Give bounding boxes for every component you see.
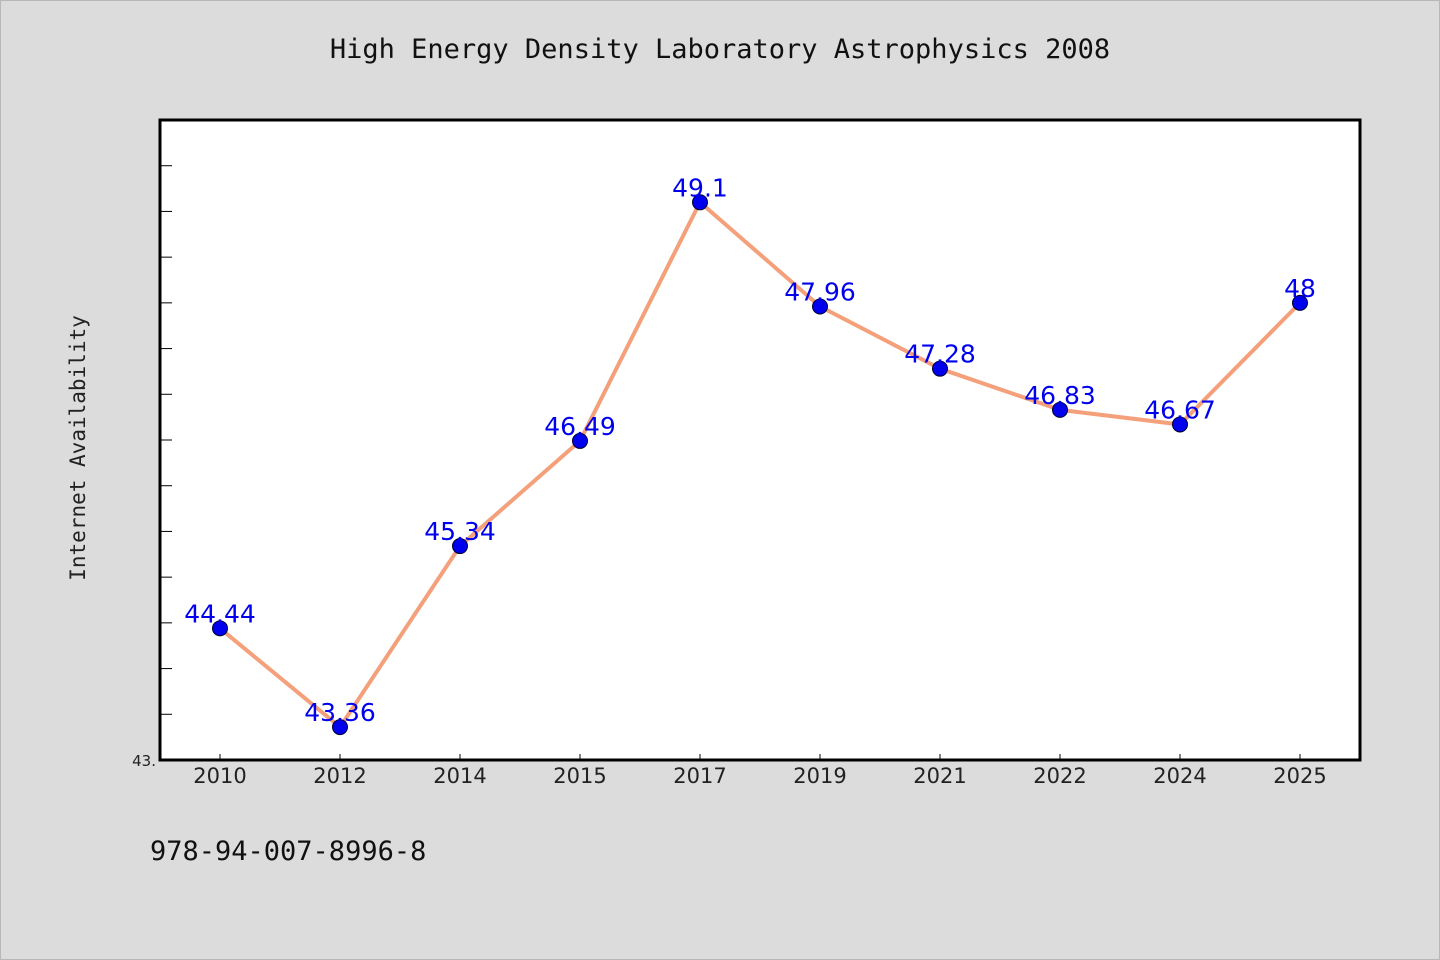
- data-label: 45.34: [424, 517, 496, 546]
- data-point: [212, 620, 228, 637]
- x-tick-label: 2012: [313, 764, 366, 788]
- x-tick-label: 2024: [1153, 764, 1206, 788]
- x-tick-label: 2021: [913, 764, 966, 788]
- plot-border: [158, 118, 1362, 762]
- data-label: 44.44: [184, 599, 256, 628]
- x-tick-label: 2014: [433, 764, 486, 788]
- data-label: 47.96: [784, 278, 856, 307]
- data-label: 48: [1284, 274, 1316, 303]
- data-point: [1172, 416, 1188, 433]
- data-label: 46.67: [1144, 395, 1216, 424]
- data-label: 46.83: [1024, 381, 1096, 410]
- plot-area: [160, 120, 1360, 760]
- data-point: [452, 538, 468, 555]
- y-tick-label: 43.: [132, 752, 156, 770]
- data-point: [332, 719, 348, 736]
- series-line: [218, 200, 1302, 730]
- data-point: [692, 194, 708, 211]
- footer-identifier: 978-94-007-8996-8: [150, 836, 427, 867]
- x-tick-label: 2010: [193, 764, 246, 788]
- x-tick-label: 2017: [673, 764, 726, 788]
- data-point: [1292, 294, 1308, 311]
- chart-title: High Energy Density Laboratory Astrophys…: [329, 34, 1111, 65]
- x-tick-label: 2019: [793, 764, 846, 788]
- data-label: 46.49: [544, 412, 616, 441]
- data-label: 47.28: [904, 340, 976, 369]
- data-point: [572, 432, 588, 449]
- data-point: [932, 360, 948, 377]
- data-label: 49.1: [672, 173, 728, 202]
- data-point: [1052, 401, 1068, 418]
- x-tick-label: 2025: [1273, 764, 1326, 788]
- x-tick-label: 2022: [1033, 764, 1086, 788]
- data-label: 43.36: [304, 698, 376, 727]
- data-point: [812, 298, 828, 315]
- x-tick-label: 2015: [553, 764, 606, 788]
